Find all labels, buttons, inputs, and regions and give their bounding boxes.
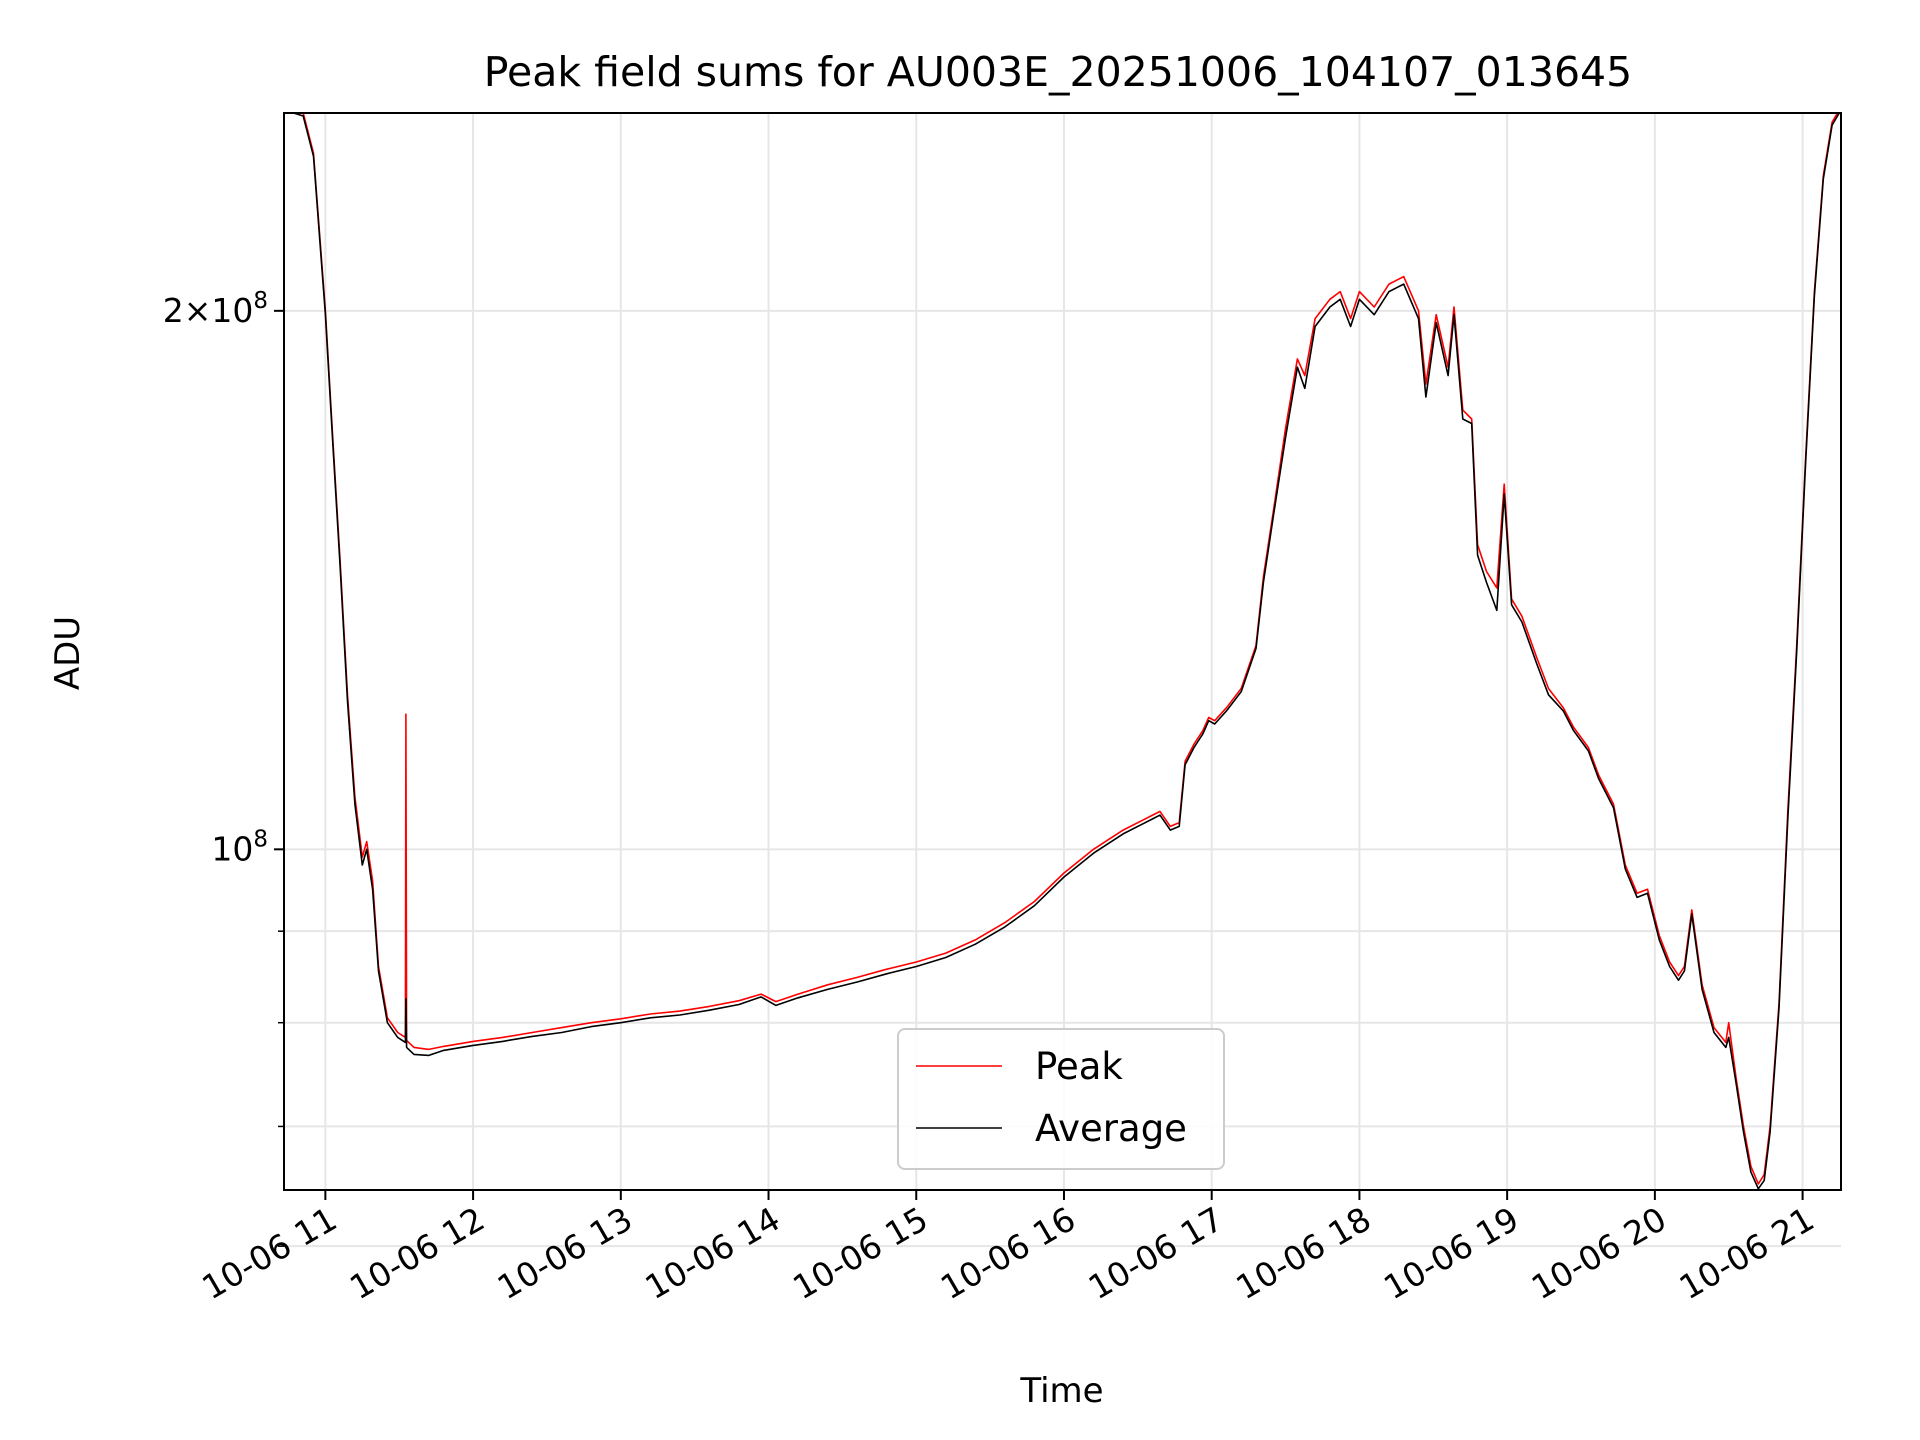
plot-series [290, 113, 1841, 1190]
chart-title: Peak field sums for AU003E_20251006_1041… [484, 48, 1632, 96]
y-tick-label: 108 [211, 826, 268, 868]
legend-label-peak: Peak [1035, 1045, 1123, 1088]
x-axis-label: Time [1019, 1371, 1103, 1411]
y-axis-label: ADU [48, 616, 88, 690]
legend-box [897, 1028, 1225, 1170]
y-tick-label-base: 10 [211, 829, 253, 868]
series-line-average [290, 113, 1841, 1190]
legend: Peak Average [897, 1028, 1225, 1170]
y-tick-label-exponent: 8 [253, 288, 268, 314]
y-tick-label-exponent: 8 [253, 826, 268, 852]
y-tick-label-base: 2×10 [163, 291, 254, 330]
y-tick-label: 2×108 [163, 288, 268, 330]
legend-label-average: Average [1035, 1107, 1187, 1150]
plot-frame [283, 112, 1842, 1191]
